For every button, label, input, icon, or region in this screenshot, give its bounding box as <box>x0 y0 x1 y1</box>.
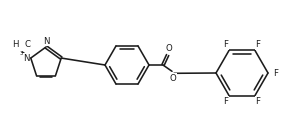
Text: C: C <box>24 40 30 49</box>
Text: F: F <box>224 97 229 106</box>
Text: F: F <box>274 68 279 78</box>
Text: N: N <box>23 54 30 63</box>
Text: F: F <box>255 40 260 49</box>
Text: F: F <box>224 40 229 49</box>
Text: F: F <box>255 97 260 106</box>
Text: N: N <box>43 37 49 46</box>
Text: H: H <box>12 40 18 49</box>
Text: O: O <box>170 74 176 83</box>
Text: 3: 3 <box>20 51 23 56</box>
Text: O: O <box>165 43 172 53</box>
